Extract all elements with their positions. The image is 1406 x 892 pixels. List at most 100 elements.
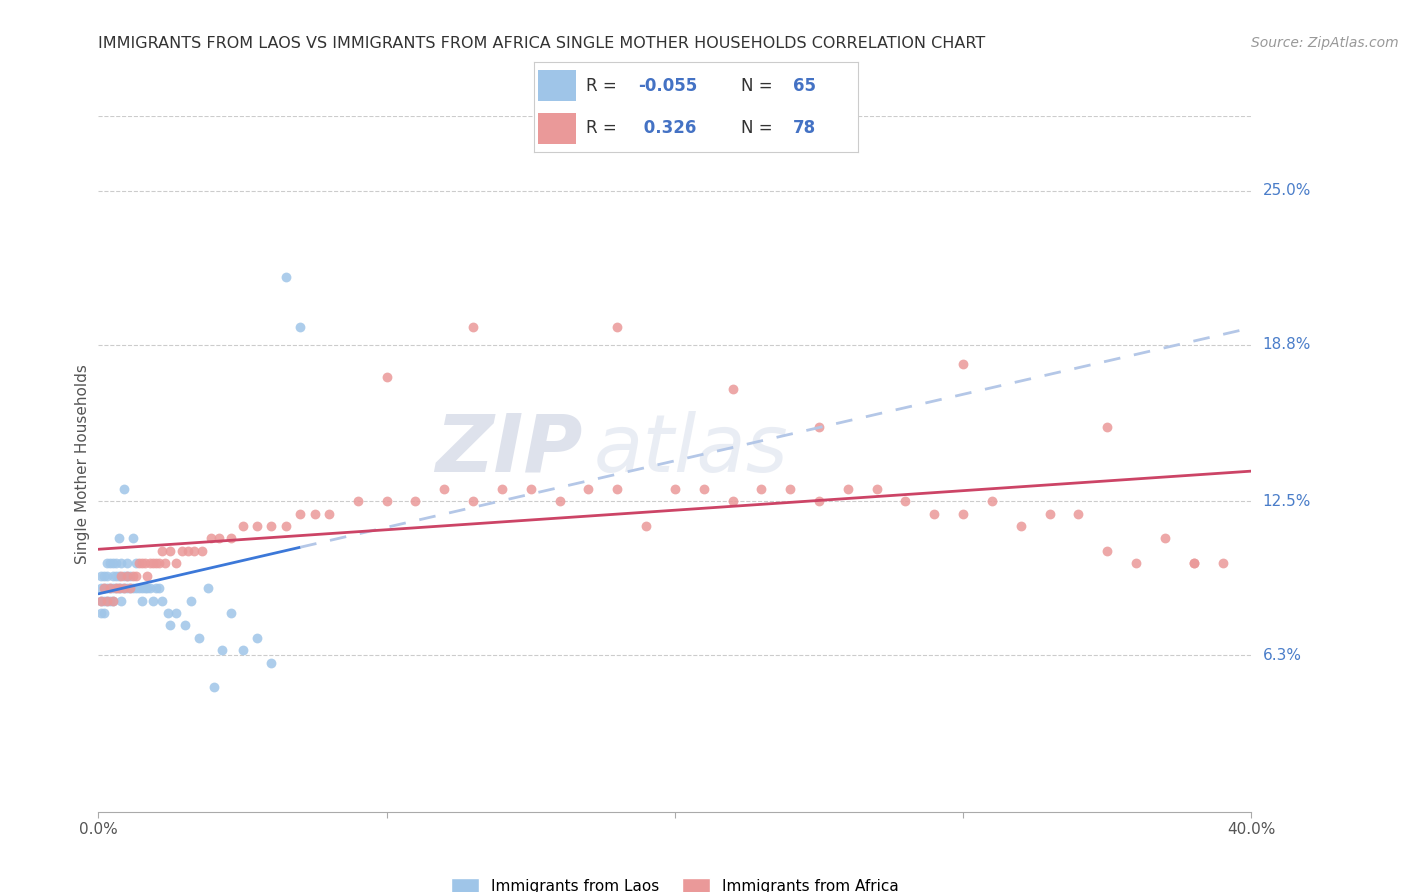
Point [93, 581, 115, 595]
Text: R =: R = [586, 120, 621, 137]
Point [101, 556, 124, 570]
Point [110, 593, 132, 607]
Text: 18.8%: 18.8% [1263, 337, 1310, 352]
Text: -0.055: -0.055 [638, 77, 697, 95]
Point [952, 358, 974, 372]
Text: 78: 78 [793, 120, 815, 137]
Point [290, 320, 312, 334]
Point [90, 581, 112, 595]
Y-axis label: Single Mother Households: Single Mother Households [75, 364, 90, 564]
Point [606, 320, 628, 334]
Point [104, 556, 127, 570]
Point [134, 556, 156, 570]
Text: N =: N = [741, 120, 778, 137]
Point [174, 618, 197, 632]
Point [110, 556, 132, 570]
Point [139, 581, 162, 595]
Point [866, 482, 889, 496]
Point [93, 606, 115, 620]
Point [90, 593, 112, 607]
Point [461, 494, 484, 508]
Point [183, 544, 205, 558]
Point [96, 556, 118, 570]
Point [120, 581, 142, 595]
Point [98, 556, 121, 570]
Point [177, 544, 200, 558]
Point [104, 581, 127, 595]
Point [606, 482, 628, 496]
Point [122, 581, 145, 595]
Point [274, 270, 297, 285]
Point [142, 593, 165, 607]
Point [107, 532, 129, 546]
Point [136, 568, 159, 582]
Point [165, 606, 187, 620]
Point [433, 482, 456, 496]
Text: 0.326: 0.326 [638, 120, 696, 137]
Point [231, 643, 254, 657]
Point [104, 568, 127, 582]
Point [197, 581, 219, 595]
Point [1153, 532, 1175, 546]
Point [122, 532, 145, 546]
Point [145, 581, 167, 595]
Text: 25.0%: 25.0% [1263, 183, 1310, 198]
Point [548, 494, 571, 508]
Point [1097, 419, 1119, 434]
Point [304, 507, 326, 521]
Point [120, 568, 142, 582]
Point [461, 320, 484, 334]
Legend: Immigrants from Laos, Immigrants from Africa: Immigrants from Laos, Immigrants from Af… [446, 871, 904, 892]
Point [520, 482, 543, 496]
Text: ZIP: ZIP [436, 411, 582, 489]
Point [290, 507, 312, 521]
Point [117, 556, 138, 570]
Point [98, 581, 121, 595]
Point [807, 419, 830, 434]
Point [578, 482, 600, 496]
Point [375, 494, 398, 508]
Point [134, 581, 156, 595]
Point [98, 581, 121, 595]
Point [219, 532, 242, 546]
Point [107, 581, 129, 595]
Point [636, 519, 658, 533]
Point [131, 581, 153, 595]
Point [260, 519, 283, 533]
Point [1010, 519, 1032, 533]
Point [664, 482, 686, 496]
FancyBboxPatch shape [537, 70, 576, 101]
Point [128, 556, 150, 570]
Point [131, 556, 153, 570]
Point [219, 606, 242, 620]
Point [125, 568, 148, 582]
Point [981, 494, 1004, 508]
Point [145, 556, 167, 570]
Point [208, 532, 231, 546]
Point [156, 606, 179, 620]
Point [779, 482, 801, 496]
Point [96, 593, 118, 607]
Point [93, 581, 115, 595]
Point [112, 581, 135, 595]
Text: Source: ZipAtlas.com: Source: ZipAtlas.com [1251, 36, 1399, 50]
Point [150, 593, 173, 607]
Point [405, 494, 427, 508]
Point [693, 482, 716, 496]
Point [93, 568, 115, 582]
Point [117, 568, 138, 582]
Point [751, 482, 773, 496]
Point [211, 643, 233, 657]
Point [165, 556, 187, 570]
Point [90, 568, 112, 582]
Point [107, 581, 129, 595]
Text: 12.5%: 12.5% [1263, 493, 1310, 508]
Point [101, 568, 124, 582]
Point [274, 519, 297, 533]
Point [112, 482, 135, 496]
Point [180, 593, 202, 607]
Point [246, 631, 269, 645]
Text: R =: R = [586, 77, 621, 95]
Point [125, 556, 148, 570]
Point [101, 581, 124, 595]
